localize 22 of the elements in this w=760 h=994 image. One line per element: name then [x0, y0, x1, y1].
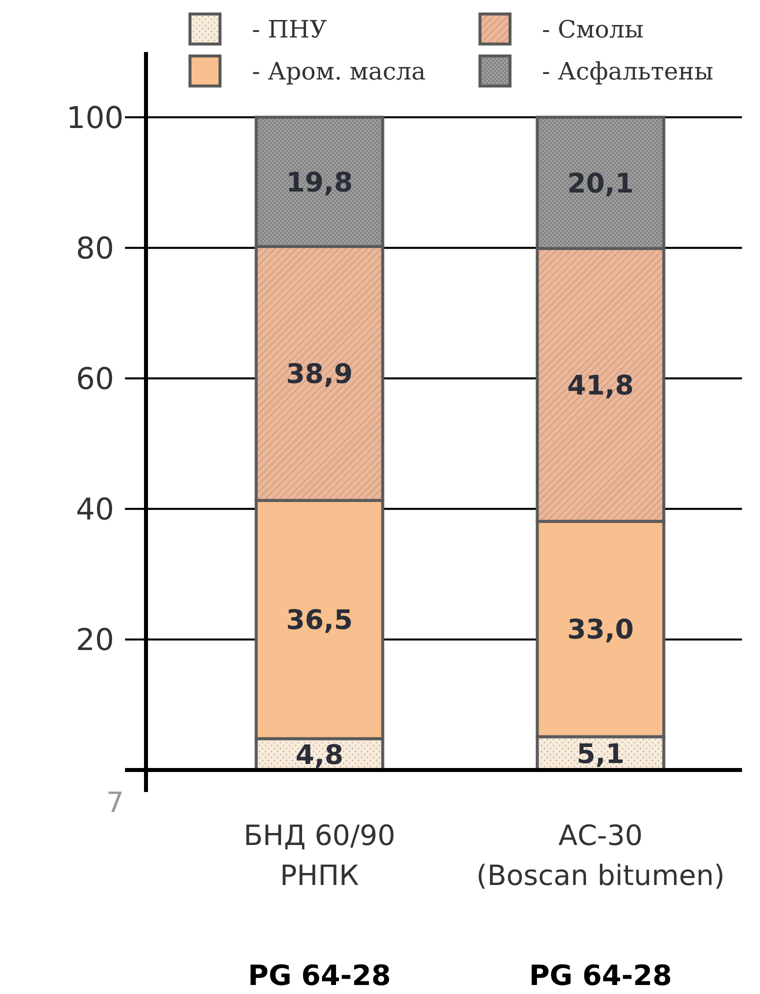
text: PG 64-28 [248, 959, 391, 992]
y-tick-label: 20 [76, 622, 114, 658]
data-label: 4,8 [296, 740, 344, 771]
y-tick-label: 100 [66, 100, 124, 136]
legend-label: - Асфальтены [542, 57, 714, 86]
y-tick-label: 40 [76, 492, 114, 528]
text: 7 [106, 786, 124, 819]
legend-label: - Аром. масла [252, 57, 426, 86]
x-tick-label: БНД 60/90 РНПК [244, 819, 396, 892]
data-label: 36,5 [286, 604, 353, 636]
data-label: 20,1 [567, 168, 634, 200]
data-label: 5,1 [576, 738, 624, 770]
x-tick-label: АС-30 (Boscan bitumen) [476, 819, 725, 892]
data-label: 41,8 [567, 370, 634, 402]
legend-label: - Смолы [542, 15, 644, 44]
text: PG 64-28 [529, 959, 672, 992]
y-tick-label: 80 [76, 231, 114, 266]
data-label: 19,8 [286, 167, 353, 198]
data-label: 38,9 [286, 358, 353, 390]
legend-label: - ПНУ [252, 15, 328, 44]
y-tick-label: 60 [76, 362, 114, 397]
data-label: 33,0 [567, 614, 634, 646]
